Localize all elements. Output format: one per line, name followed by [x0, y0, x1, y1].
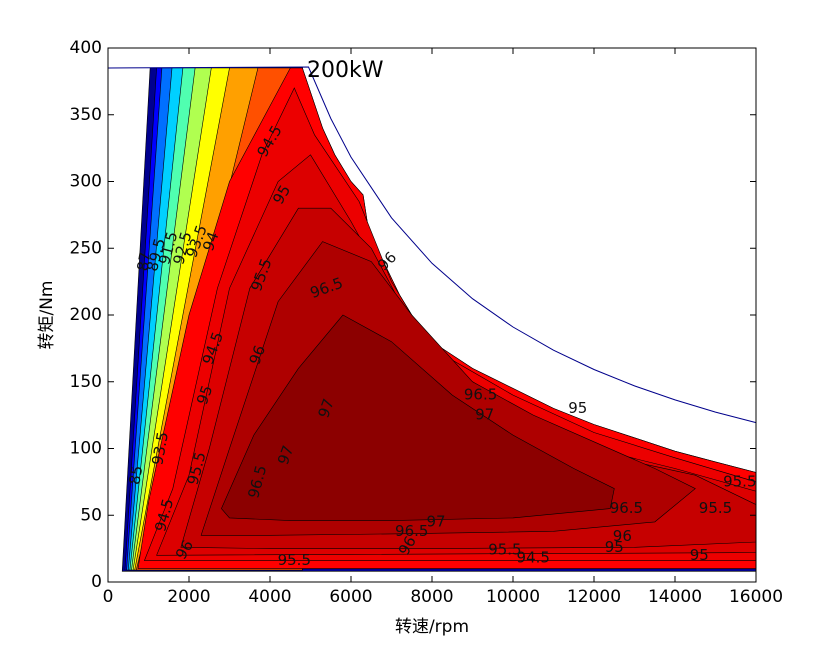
plot-area: 94.59595.59696.5979796.59595.594.59493.5…: [107, 66, 757, 572]
contour-label: 95.5: [488, 540, 521, 558]
y-tick-label: 300: [70, 172, 102, 192]
contour-region: [221, 314, 615, 521]
x-tick-label: 14000: [648, 587, 702, 607]
y-tick-label: 50: [80, 505, 102, 525]
x-tick-label: 8000: [410, 587, 453, 607]
contour-label: 93.5: [148, 430, 172, 466]
contour-label: 95.5: [723, 472, 756, 490]
contour-label: 96: [613, 527, 632, 545]
contour-label: 97: [274, 443, 297, 467]
x-tick-label: 4000: [248, 587, 291, 607]
y-tick-label: 250: [70, 238, 102, 258]
contour-label: 95: [690, 546, 709, 564]
contour-label: 87: [133, 251, 154, 273]
contour-label: 94.5: [517, 548, 550, 566]
contour-label: 95.5: [278, 551, 311, 569]
x-tick-label: 0: [103, 587, 114, 607]
contour-label: 96.5: [464, 386, 497, 404]
contour-label: 97: [475, 406, 494, 424]
y-tick-label: 100: [70, 439, 102, 459]
x-axis-label: 转速/rpm: [395, 617, 469, 637]
x-tick-label: 16000: [729, 587, 783, 607]
y-tick-label: 200: [70, 305, 102, 325]
y-tick-label: 150: [70, 372, 102, 392]
contour-label: 95: [605, 538, 624, 556]
x-tick-label: 6000: [329, 587, 372, 607]
contour-label: 95: [193, 383, 216, 407]
x-tick-label: 2000: [167, 587, 210, 607]
power-curve: [107, 66, 757, 424]
x-tick-label: 12000: [567, 587, 621, 607]
contour-label: 96.5: [395, 522, 428, 540]
y-tick-label: 400: [70, 38, 102, 58]
annotation: 200kW: [307, 58, 384, 83]
contour-label: 96: [246, 343, 269, 367]
contour-label: 94: [199, 229, 222, 253]
contour-label: 95.5: [699, 499, 732, 517]
contour-label: 95: [568, 399, 587, 417]
x-tick-label: 10000: [486, 587, 540, 607]
y-tick-label: 350: [70, 105, 102, 125]
contour-label: 85: [125, 464, 146, 486]
contour-label: 97: [315, 396, 338, 420]
y-tick-label: 0: [91, 572, 102, 592]
y-axis-label: 转矩/Nm: [37, 280, 57, 349]
contour-label: 97: [427, 512, 446, 530]
contour-label: 96.5: [610, 499, 643, 517]
